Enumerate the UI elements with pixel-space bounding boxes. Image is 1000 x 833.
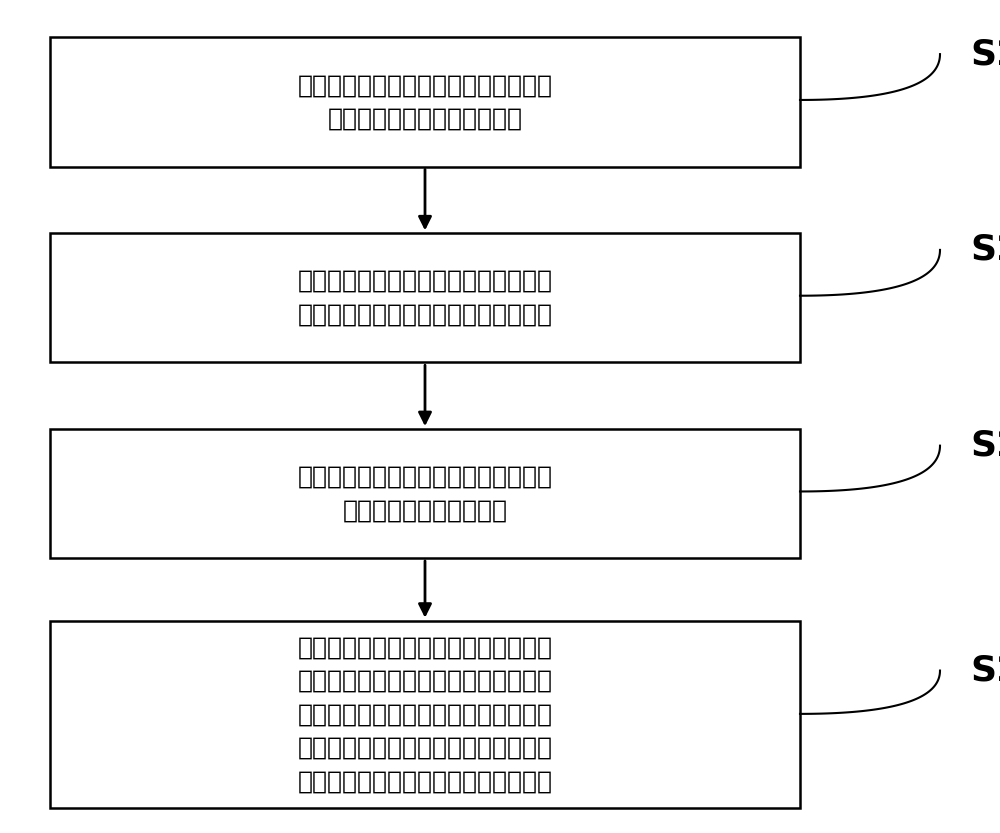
Text: S201: S201	[970, 37, 1000, 71]
Bar	[50, 429, 800, 558]
Text: S203: S203	[970, 429, 1000, 462]
Text: 计算区域气候模型气象要素对应的累积
概率，基于区域气候模型累积概率等于
历史气象数据的累积概率的原则，反推
与区域气候模型气象要素等概率的历史
气象要素的值，即: 计算区域气候模型气象要素对应的累积 概率，基于区域气候模型累积概率等于 历史气象…	[298, 636, 552, 793]
Text: S204: S204	[970, 654, 1000, 687]
Text: S202: S202	[970, 233, 1000, 267]
Bar	[50, 37, 800, 167]
Bar	[50, 621, 800, 808]
Bar	[50, 233, 800, 362]
Text: 利用极大释然方法分别计算用于拟合历
史气象和区域气候模型数据函数的参数: 利用极大释然方法分别计算用于拟合历 史气象和区域气候模型数据函数的参数	[298, 269, 552, 327]
Text: 选取适合函数对历史气象和区域气候模
型数据每月气象要素进行拟合: 选取适合函数对历史气象和区域气候模 型数据每月气象要素进行拟合	[298, 73, 552, 131]
Text: 分别计算历史气象数据和区域气候模型
数据的累积概率密度函数: 分别计算历史气象数据和区域气候模型 数据的累积概率密度函数	[298, 465, 552, 522]
